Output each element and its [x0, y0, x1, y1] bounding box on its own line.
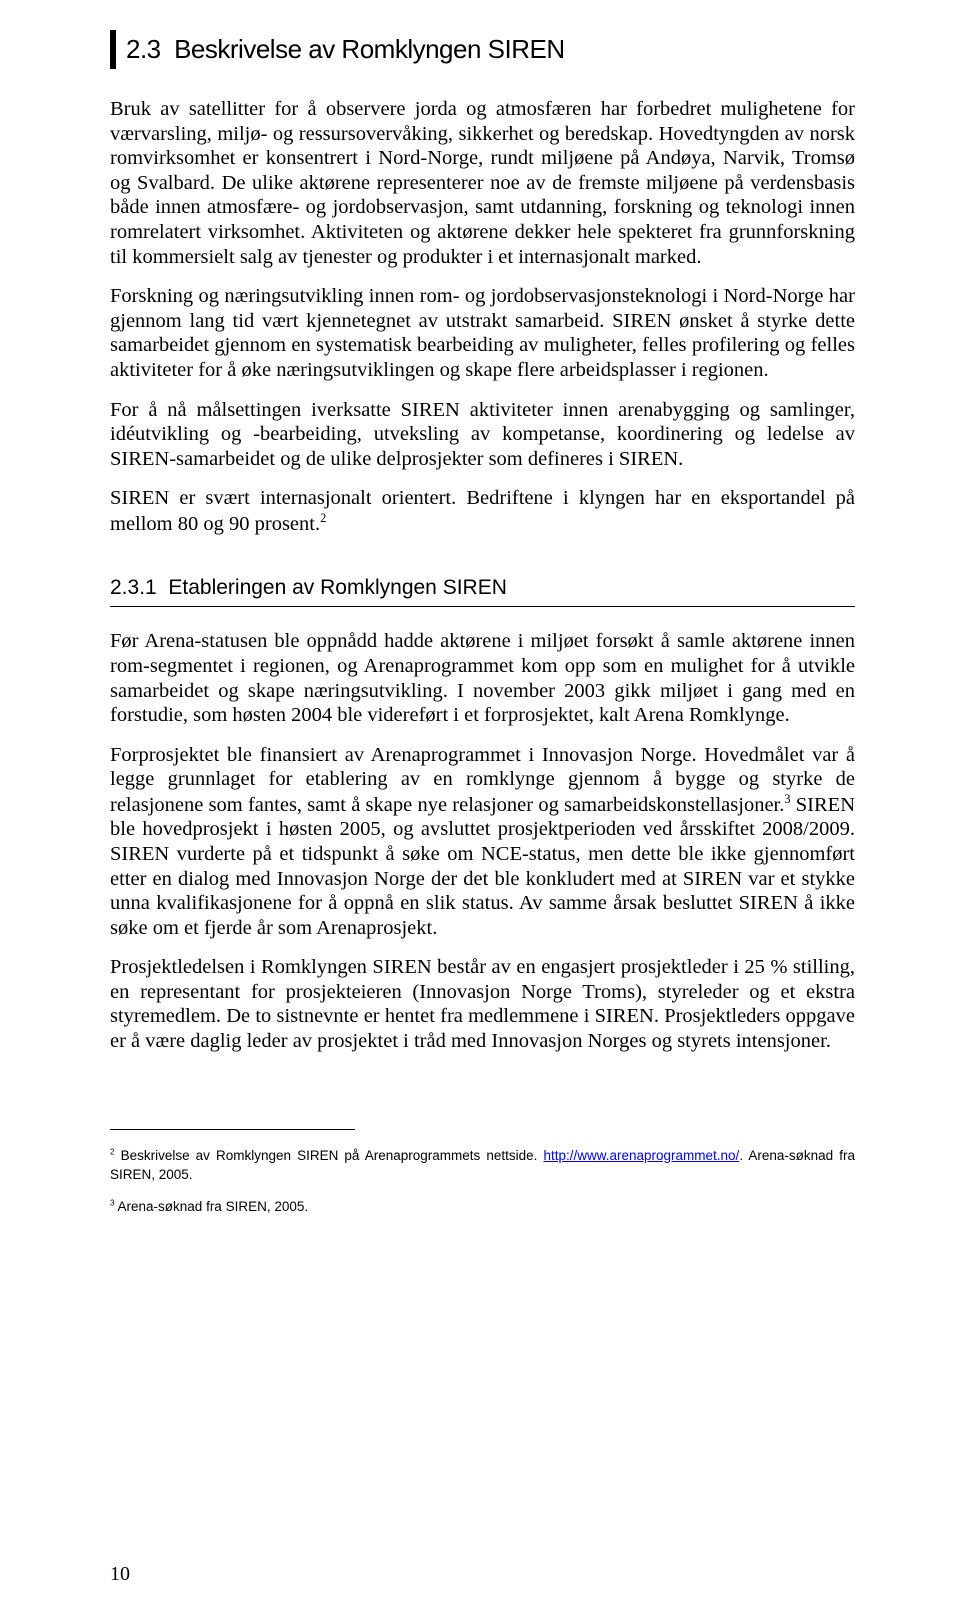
- body-paragraph: Før Arena-statusen ble oppnådd hadde akt…: [110, 629, 855, 727]
- footnote-ref-2: 2: [320, 511, 326, 525]
- footnote-separator: [110, 1129, 355, 1130]
- footnote-3: 3 Arena-søknad fra SIREN, 2005.: [110, 1197, 855, 1217]
- body-paragraph: For å nå målsettingen iverksatte SIREN a…: [110, 398, 855, 472]
- body-paragraph: Prosjektledelsen i Romklyngen SIREN best…: [110, 955, 855, 1053]
- body-paragraph: SIREN er svært internasjonalt orientert.…: [110, 486, 855, 536]
- paragraph-text: SIREN er svært internasjonalt orientert.…: [110, 487, 855, 534]
- footnote-link[interactable]: http://www.arenaprogrammet.no/: [543, 1148, 739, 1163]
- footnote-2: 2 Beskrivelse av Romklyngen SIREN på Are…: [110, 1146, 855, 1185]
- body-paragraph: Forprosjektet ble finansiert av Arenapro…: [110, 743, 855, 941]
- body-paragraph: Bruk av satellitter for å observere jord…: [110, 97, 855, 269]
- footnote-text: Beskrivelse av Romklyngen SIREN på Arena…: [115, 1148, 544, 1163]
- page-number: 10: [110, 1563, 130, 1586]
- heading-2-text: 2.3 Beskrivelse av Romklyngen SIREN: [126, 30, 565, 69]
- section-heading-2-3: 2.3 Beskrivelse av Romklyngen SIREN: [110, 30, 855, 69]
- footnote-text: Arena-søknad fra SIREN, 2005.: [115, 1199, 309, 1214]
- body-paragraph: Forskning og næringsutvikling innen rom-…: [110, 284, 855, 382]
- heading-accent-bar: [110, 30, 116, 69]
- section-heading-2-3-1: 2.3.1 Etableringen av Romklyngen SIREN: [110, 576, 855, 607]
- paragraph-text: Forprosjektet ble finansiert av Arenapro…: [110, 744, 855, 816]
